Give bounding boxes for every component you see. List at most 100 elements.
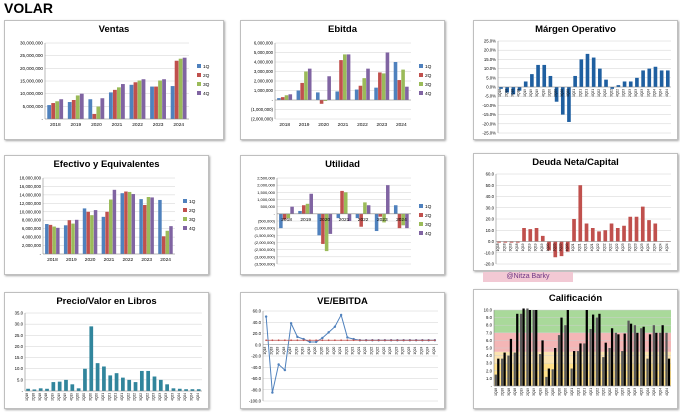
bar	[48, 224, 53, 254]
bar	[51, 103, 56, 119]
y-tick-label: 30.0	[486, 205, 495, 210]
bar	[277, 98, 281, 100]
bar	[346, 54, 351, 100]
bar	[585, 310, 588, 386]
chart-pvl-panel: Precio/Valor en Libros - 5.0 10.0 15.0 20.0 2…	[4, 292, 209, 409]
x-tick-label: 2Q21	[344, 347, 348, 355]
bar	[538, 354, 542, 386]
bar	[609, 223, 614, 242]
bar	[174, 60, 179, 119]
x-tick-label: 3Q23	[401, 347, 405, 355]
x-tick-label: 1Q23	[621, 243, 625, 251]
bar	[603, 230, 608, 242]
bar	[629, 323, 633, 386]
x-tick-label: 2018	[281, 217, 292, 223]
bar	[617, 334, 620, 386]
bar	[324, 213, 329, 252]
y-tick-label: -15.0%	[482, 112, 496, 117]
bar	[584, 223, 589, 242]
bar	[101, 216, 106, 254]
bar	[553, 241, 558, 258]
bar	[633, 325, 637, 386]
x-tick-label: 4Q22	[615, 89, 619, 97]
bar	[67, 102, 72, 119]
bar	[591, 57, 596, 87]
data-point	[327, 339, 330, 342]
chart-calificacion-panel: Calificación - 1.0 2.0 3.0 4.0 5.0 6.0 7.0 8.0 9.…	[473, 289, 678, 409]
bar	[646, 358, 649, 386]
bar	[109, 199, 113, 254]
bar	[286, 213, 291, 219]
bar	[494, 374, 497, 386]
bar	[184, 389, 188, 391]
bar	[190, 389, 195, 391]
bar	[95, 363, 100, 391]
data-point	[346, 336, 349, 339]
bar	[554, 348, 557, 386]
bar	[280, 97, 285, 100]
y-tick-label: -10.0%	[482, 103, 496, 108]
legend-label: 4Q	[425, 91, 432, 97]
legend-label: 3Q	[425, 82, 432, 88]
x-tick-label: 2Q21	[107, 393, 111, 401]
bar	[64, 379, 68, 391]
bar	[323, 100, 328, 101]
chart-title: Calificación	[548, 293, 603, 304]
x-tick-label: 4Q22	[382, 347, 386, 355]
x-tick-label: 4Q24	[665, 388, 669, 396]
bar	[667, 358, 671, 386]
y-tick-label: -40.0	[251, 365, 261, 370]
bar	[647, 220, 651, 242]
y-tick-label: 2.0	[486, 368, 493, 373]
y-tick-label: 15.0%	[484, 57, 496, 62]
x-tick-label: 4Q19	[538, 388, 542, 396]
chart-margen-panel: Márgen Operativo -25.0% -20.0% -15.0% -10.0…	[473, 20, 678, 140]
bar	[405, 86, 409, 100]
x-tick-label: 4Q18	[282, 347, 286, 355]
bar	[401, 213, 405, 226]
author-credit: @Nitza Barky	[483, 272, 573, 282]
bar	[497, 358, 500, 386]
band	[494, 363, 671, 386]
x-tick-label: 1Q23	[621, 388, 625, 396]
bar	[610, 328, 614, 386]
data-point	[352, 339, 355, 342]
x-tick-label: 2023	[141, 257, 152, 263]
bar	[362, 78, 367, 100]
x-tick-label: 1Q21	[338, 347, 342, 355]
legend-label: 3Q	[425, 222, 432, 228]
bar	[554, 87, 559, 102]
bar	[139, 199, 143, 254]
x-tick-label: 2Q19	[57, 393, 61, 401]
x-tick-label: 2Q19	[529, 89, 533, 97]
bar	[573, 75, 577, 87]
x-tick-label: 2Q24	[652, 243, 656, 251]
bar	[659, 332, 662, 386]
bar	[665, 70, 670, 87]
legend-swatch	[183, 199, 187, 203]
bar	[513, 352, 516, 386]
chart-margen-svg: -25.0% -20.0% -15.0% -10.0% -5.0% 0.0% 5.0% 10.…	[482, 39, 671, 136]
x-tick-label: 3Q21	[114, 393, 118, 401]
data-point	[302, 339, 305, 342]
data-point	[333, 325, 337, 328]
y-tick-label: 3.0	[486, 361, 493, 366]
x-tick-label: 1Q24	[646, 89, 650, 97]
x-tick-label: 2Q20	[552, 243, 556, 251]
chart-title: Deuda Neta/Capital	[532, 157, 619, 168]
x-tick-label: 3Q19	[532, 388, 536, 396]
bar	[309, 193, 313, 214]
x-tick-label: 3Q20	[559, 243, 563, 251]
bar	[366, 205, 371, 214]
y-tick-label: (3,000,000)	[255, 254, 276, 259]
bar	[595, 317, 599, 386]
chart-title: Márgen Operativo	[535, 24, 616, 35]
y-tick-label: 20.0	[486, 217, 495, 222]
x-tick-label: 1Q21	[570, 388, 574, 396]
data-point	[346, 339, 349, 342]
x-tick-label: 2Q20	[551, 388, 555, 396]
y-tick-label: 20.0	[15, 344, 24, 349]
y-tick-label: -80.0	[251, 387, 261, 392]
legend-swatch	[419, 82, 423, 86]
legend-label: 1Q	[189, 199, 196, 205]
